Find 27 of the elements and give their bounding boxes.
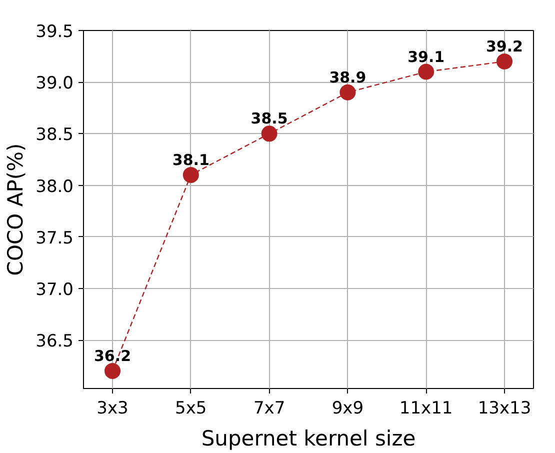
y-tick-label: 36.5 <box>36 332 74 352</box>
point <box>104 362 121 379</box>
y-tick-label: 39.0 <box>36 74 74 94</box>
point <box>418 64 434 80</box>
y-tick-label: 37.5 <box>36 228 74 248</box>
data-label: 38.9 <box>329 68 366 86</box>
data-label: 39.1 <box>408 48 445 66</box>
y-axis-title: COCO AP(%) <box>4 143 28 276</box>
point <box>340 84 356 100</box>
point <box>496 53 512 70</box>
y-tick-label: 38.0 <box>36 176 74 197</box>
x-tick-label: 9x9 <box>332 398 364 418</box>
x-tick-label: 11x11 <box>399 398 453 418</box>
data-label: 38.5 <box>250 110 288 128</box>
x-tick-label: 13x13 <box>478 398 532 418</box>
x-tick-label: 3x3 <box>96 398 128 418</box>
y-tick-label: 38.5 <box>36 125 74 146</box>
y-tick-label: 37.0 <box>36 280 74 300</box>
y-tick-label: 39.5 <box>36 22 74 42</box>
data-label: 36.2 <box>94 346 132 365</box>
x-tick-label: 5x5 <box>175 398 207 418</box>
point <box>261 126 278 142</box>
point <box>182 166 199 183</box>
data-label: 38.1 <box>172 150 210 169</box>
x-axis-title: Supernet kernel size <box>201 426 416 450</box>
data-label: 39.2 <box>486 37 524 56</box>
x-tick-label: 7x7 <box>253 398 286 418</box>
